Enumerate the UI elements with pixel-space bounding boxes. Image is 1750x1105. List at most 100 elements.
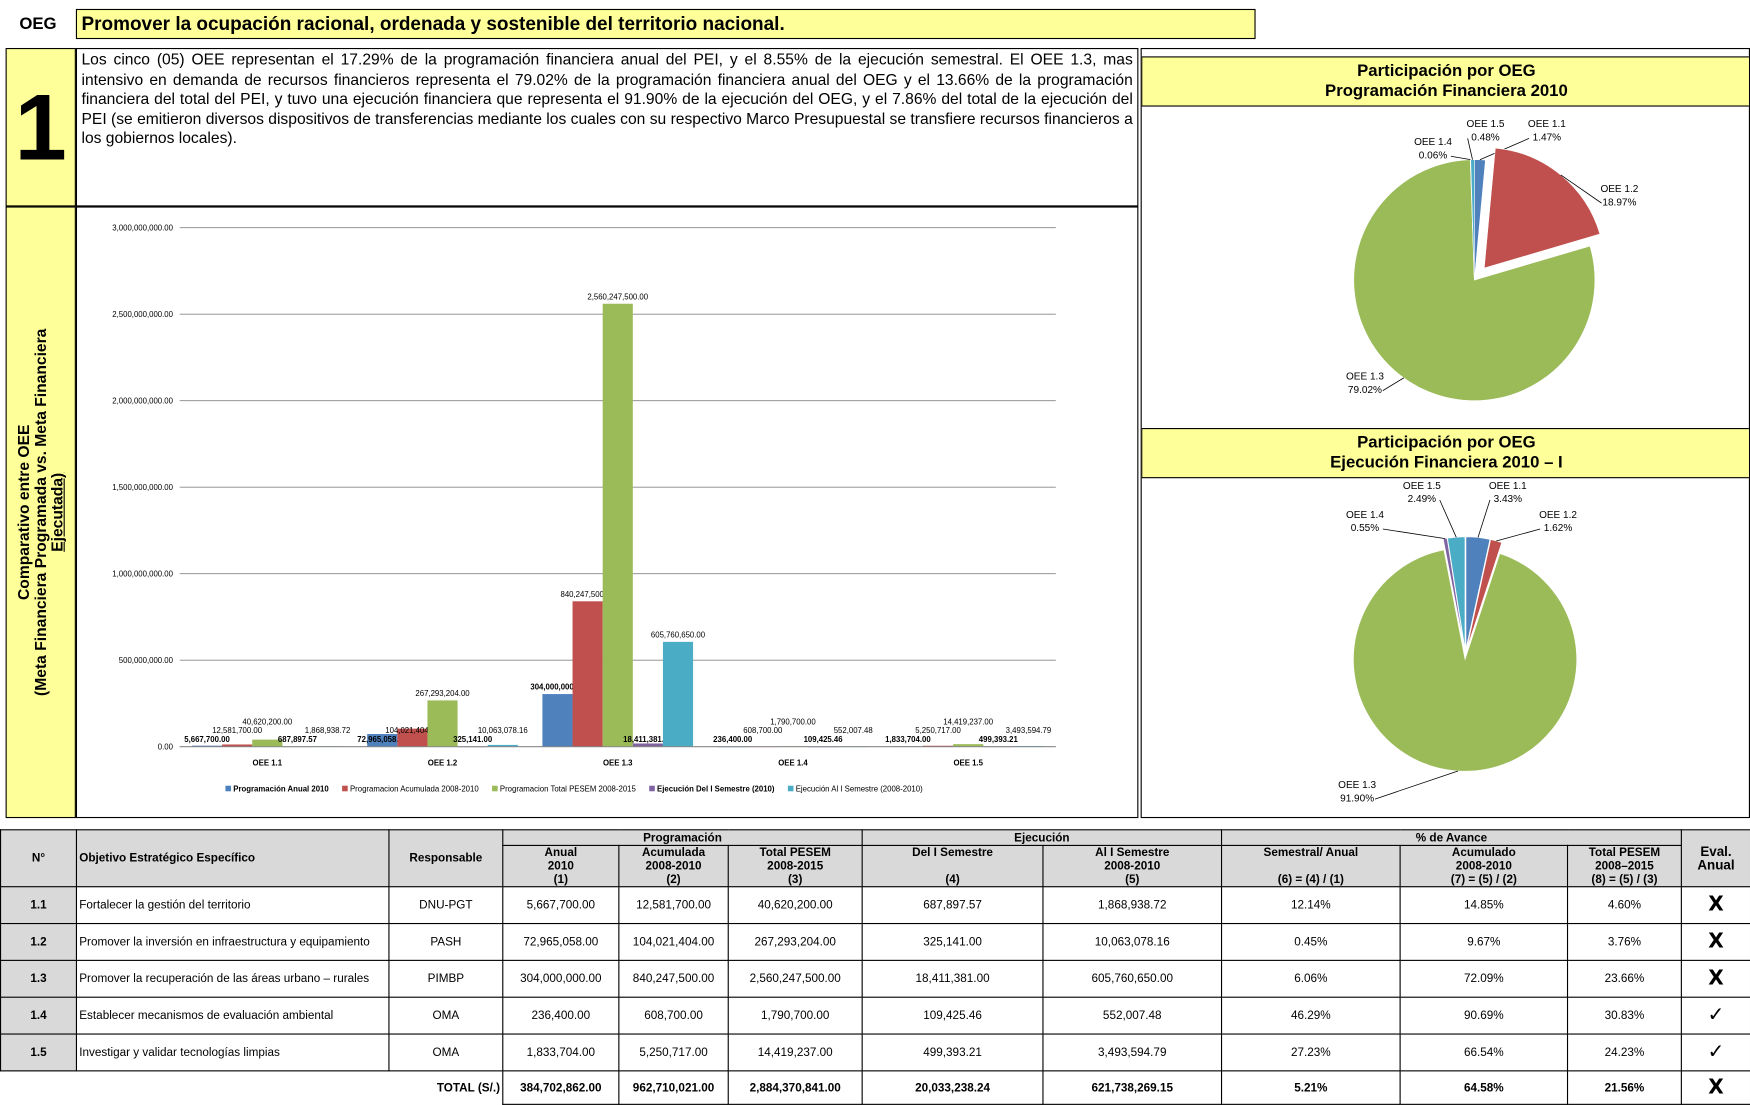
td: 72.09% [1399,959,1569,998]
value-label: 5,667,700.00 [184,735,230,744]
pie-value-label: 79.02% [1348,385,1382,396]
td: 18,411,381.00 [861,959,1044,998]
td: 608,700.00 [618,996,729,1035]
td: 3,493,594.79 [1042,1033,1223,1072]
td: 1.2 [0,922,78,961]
td: 24.23% [1566,1033,1682,1072]
td: OMA [388,996,504,1035]
td: 5,250,717.00 [618,1033,729,1072]
td: X [1680,886,1750,925]
td: 2,560,247,500.00 [727,959,863,998]
x-tick-label: OEE 1.3 [603,759,633,768]
td: X [1680,959,1750,998]
td: X [1680,1070,1750,1105]
bar [662,641,694,747]
pie-value-label: 3.43% [1494,494,1523,505]
legend-swatch [225,785,232,792]
table-row: 1.4 Establecer mecanismos de evaluación a… [0,996,1750,1035]
td: 1.4 [0,996,78,1035]
pie-slice [1466,539,1503,649]
value-label: 687,897.57 [278,735,317,744]
td: PASH [388,922,504,961]
value-label: 608,700.00 [743,726,783,735]
pie-label: OEE 1.2 [1539,510,1577,521]
y-tick-label: 2,500,000,000.00 [112,310,173,319]
leader-line [1450,155,1471,161]
value-label: 236,400.00 [713,735,753,744]
td: 687,897.57 [861,886,1044,925]
legend-swatch [787,785,794,792]
legend-label: Programacion Total PESEM 2008-2015 [500,784,637,793]
value-label: 40,620,200.00 [242,717,293,726]
pie-subtitle: Ejecución Financiera 2010 – I [1330,453,1563,472]
pie-value-label: 1.47% [1533,133,1562,144]
th: Ejecución [861,829,1223,846]
y-tick-label: 1,500,000,000.00 [112,483,173,492]
value-label: 267,293,204.00 [415,689,470,698]
value-label: 499,393.21 [979,735,1019,744]
td: Fortalecer la gestión del territorio [75,886,390,925]
leader-line [1477,499,1491,538]
td: 14.85% [1399,886,1569,925]
legend-label: Programacion Acumulada 2008-2010 [350,784,479,793]
legend-swatch [342,785,348,792]
x-tick-label: OEE 1.4 [778,759,808,768]
td: 109,425.46 [861,996,1044,1035]
value-label: 104,021,404.00 [385,726,440,735]
leader-line [1374,770,1459,800]
pie-value-label: 2.49% [1408,494,1437,505]
td: 1.1 [0,886,78,925]
td: 605,760,650.00 [1042,959,1223,998]
pie-label: OEE 1.2 [1600,184,1638,195]
pie-value-label: 91.90% [1340,793,1374,804]
pie-title-box [1141,428,1749,479]
td: 962,710,021.00 [618,1070,729,1105]
td: X [1680,922,1750,961]
td: 4.60% [1566,886,1682,925]
x-tick-label: OEE 1.5 [953,759,983,768]
bar [397,728,428,747]
td: 30.83% [1566,996,1682,1035]
th: N° [0,829,78,888]
leader-line [1467,138,1473,160]
pie-label: OEE 1.3 [1338,780,1376,791]
oeg-label: OEG [19,14,57,34]
td: 5,667,700.00 [502,886,620,925]
pie-label: OEE 1.4 [1346,510,1384,521]
bar [367,734,398,747]
td: 14,419,237.00 [727,1033,863,1072]
th: Eval. Anual [1680,829,1750,888]
legend-label: Ejecución Al I Semestre (2008-2010) [796,784,923,793]
th: % de Avance [1220,829,1682,846]
td: 20,033,238.24 [861,1070,1044,1105]
value-label: 109,425.46 [804,735,844,744]
bar [632,743,663,747]
leader-line [1382,377,1404,391]
pie-slice [1483,147,1601,269]
table-row: 1.5 Investigar y validar tecnologías limp… [0,1033,1750,1072]
td: 2,884,370,841.00 [727,1070,863,1105]
td: 499,393.21 [861,1033,1044,1072]
leader-line [1439,499,1457,538]
bar-chart: 0.00 500,000,000.00 1,000,000,000.00 1,500,… [75,206,1139,819]
pie-label: OEE 1.4 [1414,137,1452,148]
side-line: Comparativo entre OEE [13,424,32,600]
x-tick-label: OEE 1.2 [428,759,458,768]
pie-label: OEE 1.5 [1467,119,1505,130]
pie-title: Participación por OEG [1357,433,1536,452]
td: 66.54% [1399,1033,1569,1072]
td: OMA [388,1033,504,1072]
pie-title: Participación por OEG [1357,61,1536,80]
leader-line [1496,528,1541,542]
td: 10,063,078.16 [1042,922,1223,961]
pie-slice [1442,537,1465,649]
summary-table: N° Objetivo Estratégico Específico Respo… [0,829,1750,1105]
th: Al I Semestre 2008-2010 (5) [1042,844,1223,888]
total-row: TOTAL (S/.) 384,702,862.00 962,710,021.00 2… [1,1070,1750,1105]
side-panel [5,206,76,819]
pie-label: OEE 1.1 [1528,119,1566,130]
td: 5.21% [1220,1070,1401,1105]
